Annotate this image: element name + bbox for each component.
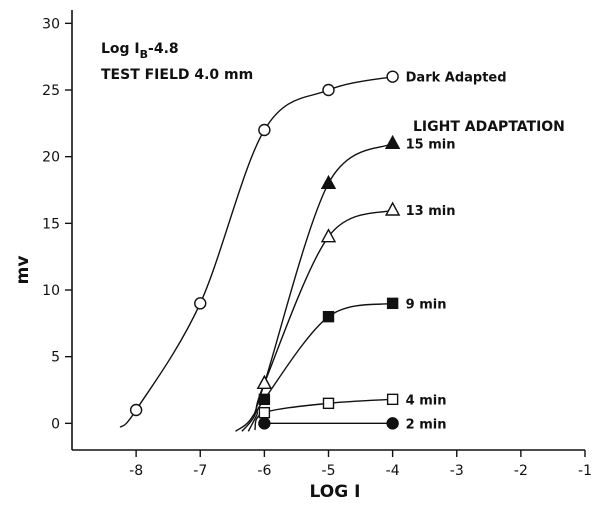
data-point-circle [322, 83, 335, 97]
series-label: 9 min [406, 297, 447, 312]
background-intensity-annotation: Log IB-4.8 [101, 41, 179, 61]
series-line [254, 398, 393, 431]
data-point-circle [258, 123, 271, 137]
data-point-circle [194, 297, 207, 310]
data-point-square [322, 397, 335, 410]
markers [129, 70, 401, 430]
x-tick-label: -4 [386, 463, 400, 479]
test-field-annotation: TEST FIELD 4.0 mm [101, 67, 253, 83]
y-axis-title: mv [13, 256, 33, 285]
x-tick-label: -3 [450, 463, 464, 479]
x-tick-label: -8 [129, 463, 143, 479]
data-point-triangle [320, 228, 337, 243]
labels: mv LOG I Log IB-4.8 TEST FIELD 4.0 mm LI… [13, 41, 565, 502]
data-point-triangle [256, 374, 273, 390]
data-point-triangle [320, 174, 337, 190]
x-tick-label: -1 [578, 463, 592, 479]
light-adaptation-heading: LIGHT ADAPTATION [413, 119, 565, 135]
x-tick-label: -5 [322, 463, 336, 479]
series-label: 4 min [406, 393, 447, 408]
data-point-circle [129, 403, 143, 417]
series-label: Dark Adapted [406, 71, 507, 86]
data-point-square [258, 393, 271, 406]
series-label: 2 min [406, 417, 447, 432]
y-tick-label: 30 [42, 16, 60, 32]
data-point-square [386, 393, 399, 406]
x-tick-label: -7 [193, 463, 207, 479]
data-point-square [386, 297, 399, 310]
y-tick-label: 5 [51, 350, 60, 366]
y-tick-label: 0 [51, 416, 60, 432]
x-axis-title: LOG I [310, 482, 361, 502]
annotation-value: -4.8 [148, 41, 179, 57]
annotation-subscript: B [140, 48, 148, 61]
series-label: 13 min [406, 204, 456, 219]
x-tick-label: -6 [257, 463, 271, 479]
annotation-log-label: Log I [101, 41, 140, 57]
y-tick-label: 25 [42, 83, 60, 99]
data-point-circle [386, 70, 399, 83]
data-point-circle [386, 417, 399, 430]
series-line [235, 142, 393, 432]
data-point-circle [258, 417, 271, 430]
y-tick-label: 20 [42, 150, 60, 166]
data-point-triangle [384, 134, 401, 150]
series-line [241, 209, 393, 432]
x-tick-label: -2 [514, 463, 528, 479]
data-point-triangle [384, 201, 401, 216]
series-line [119, 75, 393, 428]
series-label: 15 min [406, 137, 456, 152]
ticks: -8 -7 -6 -5 -4 -3 -2 -1 0 5 10 15 20 25 30 [42, 16, 592, 479]
data-point-square [258, 406, 271, 419]
curves [119, 75, 393, 432]
series-labels: Dark Adapted 15 min 13 min 9 min 4 min 2 min [406, 71, 507, 433]
y-tick-label: 15 [42, 216, 60, 232]
y-tick-label: 10 [42, 283, 60, 299]
data-point-square [322, 310, 335, 323]
